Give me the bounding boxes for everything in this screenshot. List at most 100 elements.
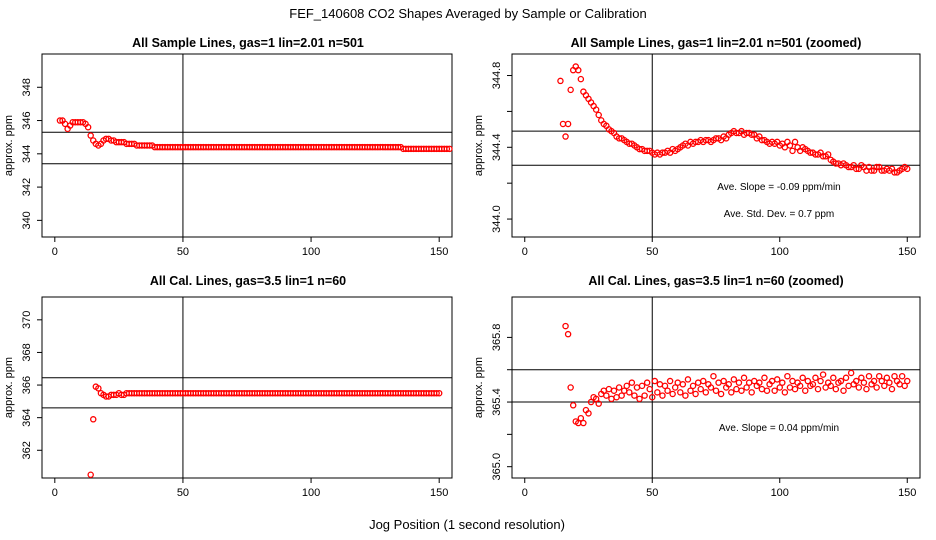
data-point <box>618 392 625 399</box>
data-point <box>870 377 878 385</box>
data-point <box>858 374 865 382</box>
data-point <box>564 120 572 128</box>
y-tick-label: 364 <box>21 408 33 426</box>
data-point <box>646 385 653 393</box>
data-point <box>781 389 789 396</box>
data-point <box>802 387 809 394</box>
data-point <box>656 381 664 388</box>
data-point <box>697 385 704 393</box>
data-point <box>763 387 771 394</box>
data-point <box>886 379 893 386</box>
data-point <box>651 377 659 385</box>
x-tick-label: 0 <box>52 246 58 258</box>
data-point <box>613 393 620 401</box>
data-point <box>671 384 679 391</box>
plot-frame <box>511 53 921 238</box>
data-point <box>845 382 852 390</box>
data-point <box>883 374 891 382</box>
annotation-text: Ave. Slope = 0.04 ppm/min <box>719 423 839 434</box>
x-tick-label: 100 <box>302 487 320 499</box>
data-point <box>875 372 883 380</box>
data-point <box>837 377 845 385</box>
data-point <box>633 384 641 391</box>
data-point <box>669 390 676 398</box>
data-series <box>557 63 911 176</box>
data-point <box>666 377 674 385</box>
data-point <box>827 382 835 390</box>
data-point <box>84 123 92 131</box>
y-tick-label: 346 <box>21 111 33 129</box>
y-axis-label: approx. ppm <box>3 115 15 176</box>
data-point <box>779 379 786 386</box>
data-point <box>649 393 656 401</box>
data-point <box>643 379 651 386</box>
x-tick-label: 100 <box>771 246 789 258</box>
data-point <box>700 377 707 385</box>
x-tick-label: 150 <box>898 246 916 258</box>
data-point <box>733 385 740 393</box>
x-tick-label: 0 <box>522 487 528 499</box>
x-tick-label: 0 <box>52 487 58 499</box>
panels: All Sample Lines, gas=1 lin=2.01 n=501 0 5… <box>3 36 921 499</box>
data-point <box>784 372 791 380</box>
chart-panel-1: All Sample Lines, gas=1 lin=2.01 n=501 0 5… <box>3 36 453 258</box>
data-point <box>641 392 648 399</box>
data-point <box>717 390 725 398</box>
panel-title: All Cal. Lines, gas=3.5 lin=1 n=60 <box>150 274 346 288</box>
figure-title: FEF_140608 CO2 Shapes Averaged by Sample… <box>289 6 646 21</box>
y-tick-label: 366 <box>21 376 33 394</box>
data-point <box>847 369 855 377</box>
y-tick-label: 344.4 <box>491 134 503 162</box>
data-point <box>707 384 715 391</box>
data-point <box>840 387 847 394</box>
data-point <box>881 382 888 390</box>
y-tick-label: 342 <box>21 178 33 196</box>
data-point <box>692 390 699 398</box>
data-point <box>694 379 702 386</box>
data-point <box>684 376 692 383</box>
data-point <box>855 384 863 391</box>
annotation-text: Ave. Std. Dev. = 0.7 ppm <box>724 209 835 220</box>
data-point <box>664 387 671 394</box>
data-point <box>791 385 799 393</box>
y-axis-label: approx. ppm <box>3 357 15 418</box>
data-point <box>888 385 896 393</box>
x-tick-label: 50 <box>646 487 658 499</box>
data-point <box>659 392 666 399</box>
data-point <box>559 120 567 128</box>
data-point <box>773 376 781 383</box>
data-point <box>636 395 643 403</box>
x-tick-label: 100 <box>771 487 789 499</box>
data-point <box>898 372 906 380</box>
data-point <box>90 416 97 423</box>
data-point <box>799 374 806 382</box>
data-point <box>628 379 636 386</box>
data-point <box>610 387 618 394</box>
data-point <box>748 389 755 396</box>
annotation-text: Ave. Slope = -0.09 ppm/min <box>717 182 841 193</box>
y-tick-label: 370 <box>21 311 33 329</box>
x-tick-label: 50 <box>177 246 189 258</box>
data-point <box>819 371 827 378</box>
data-point <box>654 389 661 396</box>
data-point <box>682 392 689 399</box>
data-point <box>853 377 860 385</box>
data-point <box>687 387 694 394</box>
data-point <box>842 374 850 382</box>
data-point <box>580 419 587 427</box>
data-point <box>638 382 646 390</box>
x-tick-label: 0 <box>522 246 528 258</box>
data-point <box>562 322 569 330</box>
data-point <box>595 111 602 119</box>
data-point <box>569 402 577 409</box>
data-point <box>743 384 750 391</box>
data-point <box>567 384 574 391</box>
data-point <box>661 382 669 390</box>
data-point <box>817 377 824 385</box>
data-point <box>761 374 768 382</box>
data-series <box>56 117 453 153</box>
x-tick-label: 150 <box>898 487 916 499</box>
data-point <box>433 389 440 397</box>
data-point <box>789 147 796 155</box>
